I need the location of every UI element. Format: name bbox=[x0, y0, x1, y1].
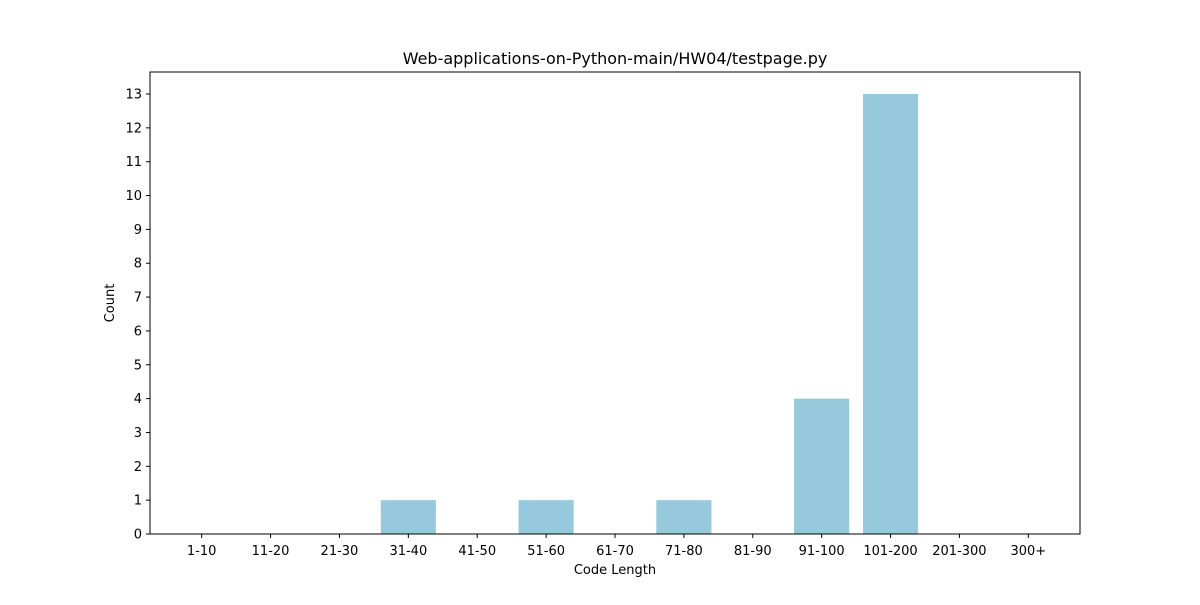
x-axis-label: Code Length bbox=[574, 563, 656, 578]
y-tick-label: 0 bbox=[134, 528, 142, 543]
plot-frame bbox=[150, 72, 1080, 534]
x-tick-label: 21-30 bbox=[321, 544, 359, 559]
bar-51-60 bbox=[519, 500, 574, 534]
y-tick-label: 8 bbox=[134, 257, 142, 272]
bar-91-100 bbox=[794, 399, 849, 534]
y-axis-label: Count bbox=[103, 284, 118, 323]
y-tick-label: 12 bbox=[125, 121, 142, 136]
x-axis: 1-10 11-20 21-30 31-40 41-50 51-60 61-70 71-80 8… bbox=[187, 534, 1046, 559]
y-tick-label: 10 bbox=[125, 189, 142, 204]
x-tick-label: 1-10 bbox=[187, 544, 217, 559]
y-tick-label: 9 bbox=[134, 223, 142, 238]
x-tick-label: 201-300 bbox=[932, 544, 986, 559]
y-tick-label: 13 bbox=[125, 88, 142, 103]
y-tick-label: 11 bbox=[125, 155, 142, 170]
y-tick-label: 7 bbox=[134, 291, 142, 306]
y-tick-label: 3 bbox=[134, 426, 142, 441]
bar-101-200 bbox=[863, 94, 918, 534]
bar-71-80 bbox=[656, 500, 711, 534]
x-tick-label: 81-90 bbox=[734, 544, 772, 559]
y-tick-label: 4 bbox=[134, 392, 142, 407]
y-tick-label: 1 bbox=[134, 494, 142, 509]
x-tick-label: 31-40 bbox=[389, 544, 427, 559]
x-tick-label: 61-70 bbox=[596, 544, 634, 559]
x-tick-label: 41-50 bbox=[458, 544, 496, 559]
y-tick-label: 6 bbox=[134, 324, 142, 339]
x-tick-label: 300+ bbox=[1010, 544, 1046, 559]
x-tick-label: 101-200 bbox=[863, 544, 917, 559]
y-tick-label: 2 bbox=[134, 460, 142, 475]
x-tick-label: 11-20 bbox=[252, 544, 290, 559]
y-tick-label: 5 bbox=[134, 358, 142, 373]
chart-title: Web-applications-on-Python-main/HW04/tes… bbox=[403, 49, 828, 68]
x-tick-label: 51-60 bbox=[527, 544, 565, 559]
bars-layer bbox=[381, 94, 918, 534]
x-tick-label: 91-100 bbox=[799, 544, 845, 559]
x-tick-label: 71-80 bbox=[665, 544, 703, 559]
bar-31-40 bbox=[381, 500, 436, 534]
